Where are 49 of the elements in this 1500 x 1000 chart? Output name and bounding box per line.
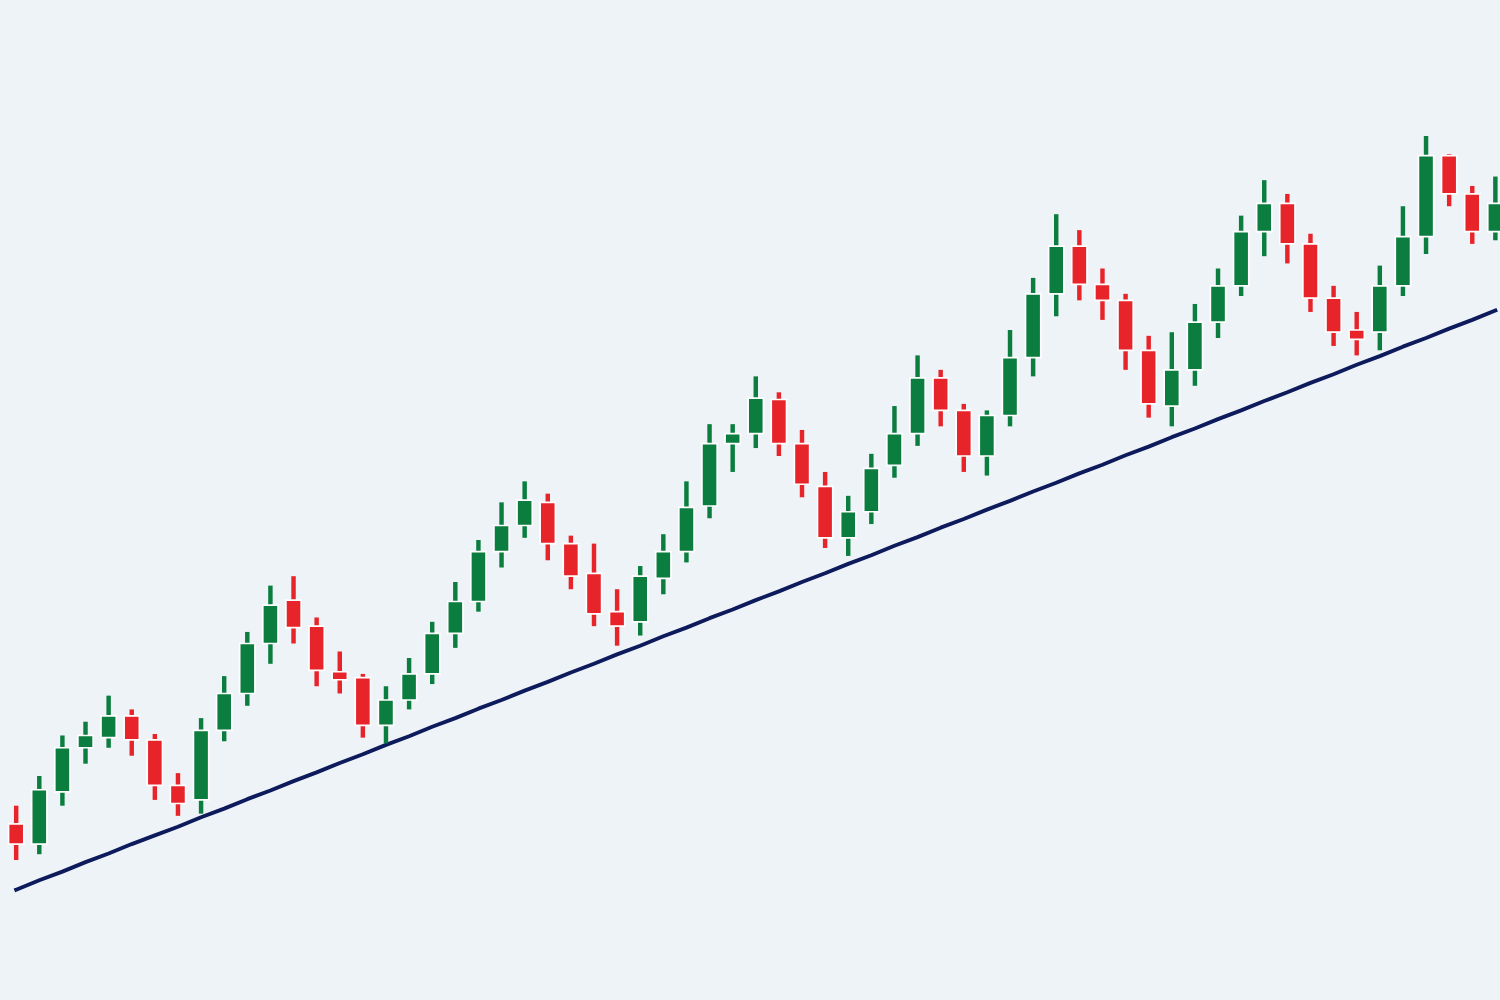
candlestick xyxy=(677,479,695,565)
candlestick xyxy=(1440,151,1458,209)
candlestick xyxy=(423,619,441,687)
candlestick xyxy=(1325,283,1343,349)
candlestick xyxy=(1094,266,1111,323)
candlestick xyxy=(53,733,71,808)
candlestick xyxy=(793,427,811,500)
candlestick xyxy=(1255,177,1273,259)
candlestick xyxy=(1070,227,1088,303)
candlestick xyxy=(747,374,765,451)
candlestick xyxy=(562,533,580,592)
candlestick xyxy=(978,408,996,478)
candlestick xyxy=(631,563,649,638)
candlestick xyxy=(1371,263,1389,353)
candlestick xyxy=(1186,301,1204,388)
candlestick xyxy=(285,573,302,646)
candlestick xyxy=(955,401,973,475)
candlestick xyxy=(169,770,187,819)
candlestick xyxy=(377,684,395,746)
candlestick xyxy=(400,655,418,712)
candlestick xyxy=(1348,309,1366,358)
candlestick xyxy=(446,579,464,651)
candlestick xyxy=(862,451,880,527)
candlestick xyxy=(1278,191,1296,266)
candlestick xyxy=(539,491,557,563)
candlestick xyxy=(146,731,164,803)
candlestick xyxy=(331,649,349,696)
candlestick xyxy=(308,615,326,689)
candlestick xyxy=(1463,183,1481,247)
candlestick xyxy=(261,583,279,667)
candlestick xyxy=(839,493,857,559)
candlestick xyxy=(77,719,94,766)
candlestick xyxy=(1047,211,1065,319)
candlestick xyxy=(654,531,672,597)
candlestick xyxy=(608,587,626,648)
candlestick xyxy=(932,367,950,429)
candlestick xyxy=(1209,266,1227,341)
candlestick xyxy=(123,707,141,758)
candlestick xyxy=(215,673,233,744)
candlestick xyxy=(354,671,372,740)
candlestick xyxy=(7,803,25,863)
candlestick xyxy=(770,390,788,459)
candlestick xyxy=(493,500,511,570)
candlestick xyxy=(885,403,903,480)
candlestick xyxy=(516,479,534,541)
candlestick xyxy=(585,541,603,629)
candlestick xyxy=(100,693,118,750)
candlestick xyxy=(724,421,742,475)
candlestick xyxy=(1163,329,1181,429)
